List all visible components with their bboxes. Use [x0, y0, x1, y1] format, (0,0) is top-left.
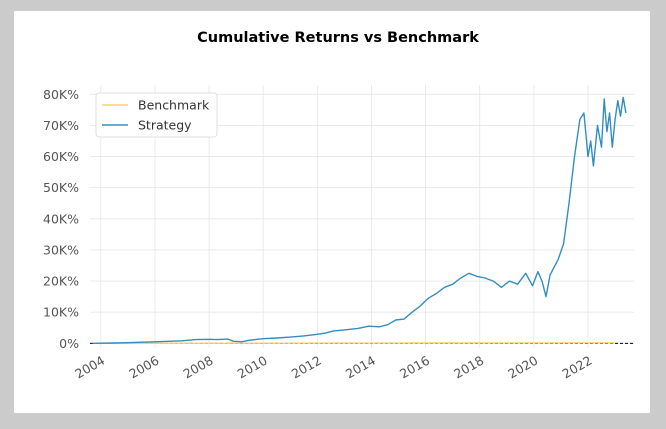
- y-axis-ticks: 0% 10K% 20K% 30K% 40K% 50K% 60K% 70K% 80K%: [43, 87, 79, 351]
- x-tick-label: 2012: [289, 353, 324, 382]
- x-tick-label: 2018: [451, 353, 486, 382]
- legend-label: Benchmark: [138, 98, 210, 113]
- x-tick-label: 2022: [559, 353, 594, 382]
- x-tick-label: 2020: [505, 353, 540, 382]
- x-tick-label: 2006: [126, 353, 161, 382]
- x-axis-ticks: 2004 2006 2008 2010 2012 2014 2016 2018 2020 2022: [72, 353, 594, 382]
- y-tick-label: 20K%: [43, 274, 79, 289]
- legend-box: [95, 92, 218, 138]
- y-tick-label: 30K%: [43, 242, 79, 257]
- legend: Benchmark Strategy: [95, 92, 218, 138]
- x-tick-label: 2010: [235, 353, 270, 382]
- chart-title: Cumulative Returns vs Benchmark: [197, 30, 479, 46]
- y-tick-label: 70K%: [43, 118, 79, 133]
- chart-canvas: Cumulative Returns vs Benchmark 0% 10K% 20…: [43, 30, 634, 382]
- y-tick-label: 0%: [59, 336, 79, 351]
- series-line-strategy: [92, 96, 627, 344]
- x-tick-label: 2008: [181, 353, 216, 382]
- x-tick-label: 2016: [397, 353, 432, 382]
- legend-label: Strategy: [138, 118, 192, 133]
- series-layer: [92, 96, 627, 344]
- x-tick-label: 2004: [72, 353, 107, 382]
- y-tick-label: 10K%: [43, 305, 79, 320]
- y-tick-label: 60K%: [43, 149, 79, 164]
- y-tick-label: 80K%: [43, 87, 79, 102]
- chart-frame: Cumulative Returns vs Benchmark 0% 10K% 20…: [14, 11, 650, 413]
- y-tick-label: 50K%: [43, 180, 79, 195]
- series-line-benchmark: [92, 342, 616, 344]
- x-tick-label: 2014: [343, 353, 378, 382]
- y-tick-label: 40K%: [43, 211, 79, 226]
